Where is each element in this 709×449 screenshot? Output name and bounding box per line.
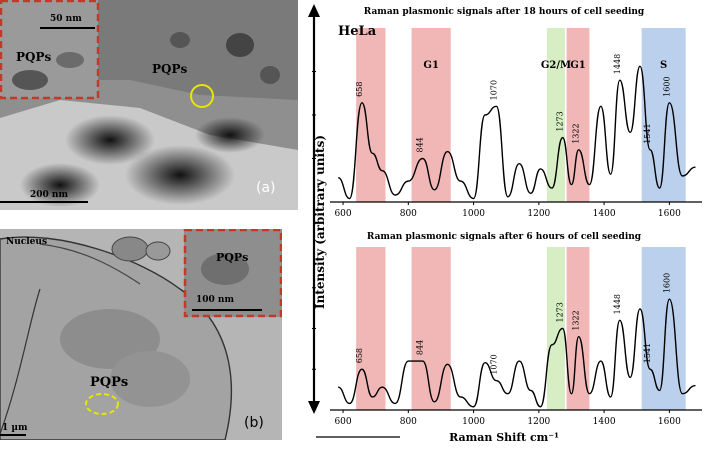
x-tick-label: 1400 xyxy=(593,209,616,219)
peak-label: 658 xyxy=(355,348,364,363)
scale-label-inset-b: 100 nm xyxy=(196,295,234,305)
scale-label-main: 200 nm xyxy=(30,190,68,200)
pqps-label-main: PQPs xyxy=(152,62,188,76)
nucleus-label: Nucleus xyxy=(6,237,48,247)
cell-line-label: HeLa xyxy=(338,24,377,39)
peak-label: 1448 xyxy=(613,294,622,314)
phase-band xyxy=(641,28,686,202)
x-tick-label: 1000 xyxy=(462,209,485,219)
peak-label: 1322 xyxy=(572,123,581,143)
y-axis-arrow-top xyxy=(308,4,320,17)
peak-label: 1070 xyxy=(489,80,498,100)
spectrum-line xyxy=(337,65,696,200)
phase-band xyxy=(566,28,590,202)
tem-image-b: Nucleus PQPs 100 nm PQPs 1 µm (b) xyxy=(0,229,282,440)
phase-band xyxy=(411,28,451,202)
pqp-circle-marker-b xyxy=(85,393,119,415)
pqp-circle-marker xyxy=(190,84,214,108)
phase-band xyxy=(547,247,565,410)
inset-border xyxy=(0,0,100,100)
peak-label: 658 xyxy=(355,82,364,97)
pqps-label-inset-b: PQPs xyxy=(216,251,249,264)
peak-label: 1448 xyxy=(613,54,622,74)
peak-label: 1541 xyxy=(643,343,652,363)
peak-label: 844 xyxy=(416,340,425,355)
x-tick-label: 1600 xyxy=(658,209,681,219)
x-tick-label: 600 xyxy=(334,417,351,427)
raman-chart: G1 G2/M G1 S 600 800 1000 1200 1400 1600 Raman pla… xyxy=(300,0,709,445)
y-axis-label: Intensity (arbitrary units) xyxy=(313,135,327,309)
peak-label: 1600 xyxy=(662,273,671,293)
tem-image-b-graphic xyxy=(0,229,282,440)
phase-band-label: G1 xyxy=(570,60,586,71)
x-tick-label: 1400 xyxy=(593,417,616,427)
tem-image-a: 50 nm PQPs PQPs 200 nm (a) xyxy=(0,0,298,210)
x-tick-label: 1000 xyxy=(462,417,485,427)
peak-label: 1070 xyxy=(489,354,498,374)
phase-band-label: G1 xyxy=(423,60,439,71)
peak-label: 1322 xyxy=(572,310,581,330)
y-axis-arrow-bottom xyxy=(308,401,320,414)
chart-title: Raman plasmonic signals after 18 hours o… xyxy=(364,7,645,17)
phase-band xyxy=(547,28,565,202)
phase-band-label: S xyxy=(660,60,667,71)
peak-label: 844 xyxy=(416,137,425,152)
phase-band xyxy=(566,247,590,410)
spectrum-line xyxy=(337,298,696,408)
pqps-label-main-b: PQPs xyxy=(90,375,129,390)
peak-label: 1273 xyxy=(556,302,565,322)
peak-label: 1600 xyxy=(662,76,671,96)
phase-band xyxy=(411,247,451,410)
scale-label-main-b: 1 µm xyxy=(2,423,28,433)
peak-label: 1541 xyxy=(643,123,652,143)
x-tick-label: 800 xyxy=(400,209,417,219)
x-tick-label: 1600 xyxy=(658,417,681,427)
scale-label-inset: 50 nm xyxy=(50,14,82,24)
phase-band-label: G2/M xyxy=(541,60,571,71)
peak-label: 1273 xyxy=(556,111,565,131)
x-tick-label: 1200 xyxy=(527,417,550,427)
inset-border-b xyxy=(183,229,282,318)
tem-image-a-graphic xyxy=(0,0,298,210)
x-axis-label: Raman Shift cm⁻¹ xyxy=(449,431,559,444)
phase-band xyxy=(356,28,386,202)
x-tick-label: 1200 xyxy=(527,209,550,219)
pqps-label-inset: PQPs xyxy=(16,50,52,64)
x-tick-label: 800 xyxy=(400,417,417,427)
phase-band xyxy=(356,247,386,410)
panel-label-a: (a) xyxy=(256,180,276,196)
x-tick-label: 600 xyxy=(334,209,351,219)
chart-title: Raman plasmonic signals after 6 hours of… xyxy=(367,232,642,242)
panel-label-b: (b) xyxy=(244,415,264,431)
